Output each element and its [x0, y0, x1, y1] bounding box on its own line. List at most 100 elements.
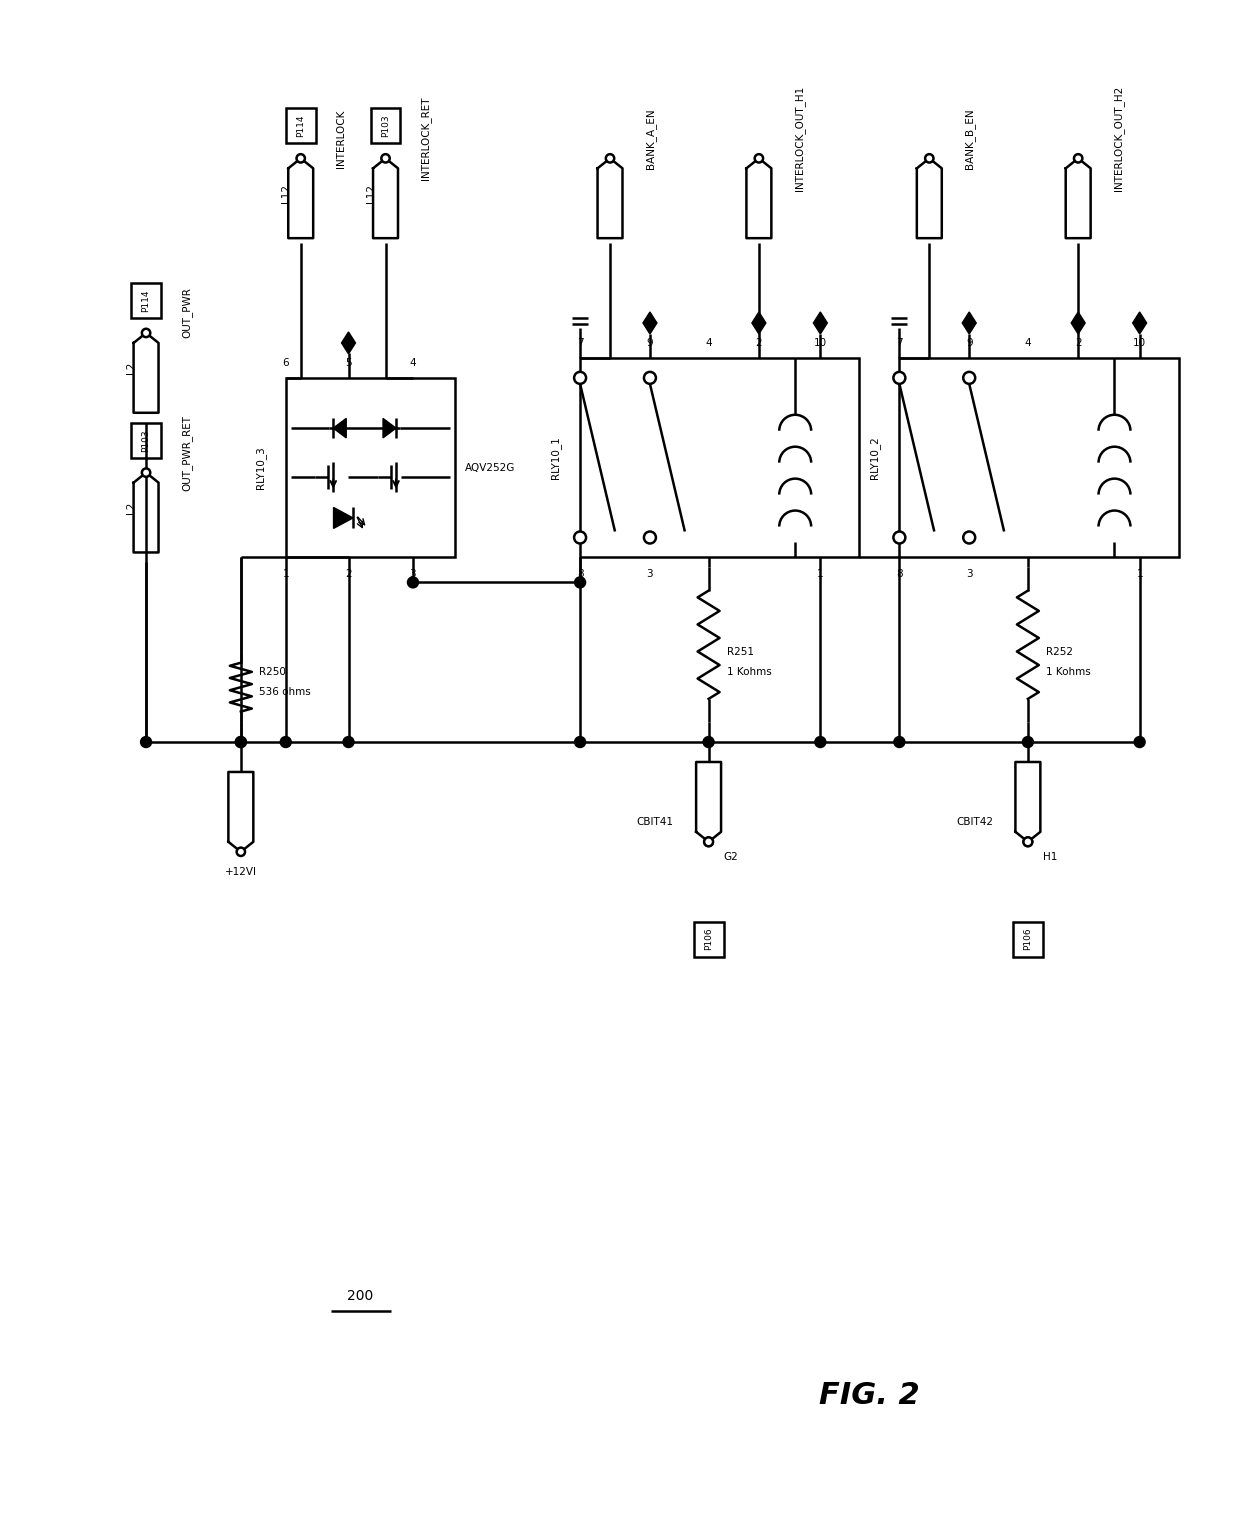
- Text: 7: 7: [577, 338, 583, 347]
- Circle shape: [280, 737, 291, 748]
- Text: 10: 10: [1133, 338, 1146, 347]
- Bar: [693, 922, 724, 957]
- Bar: [899, 358, 1179, 557]
- Text: R251: R251: [727, 648, 754, 657]
- Circle shape: [296, 155, 305, 162]
- Text: 2: 2: [755, 338, 763, 347]
- Circle shape: [1023, 737, 1033, 748]
- Polygon shape: [813, 313, 827, 334]
- Text: R250: R250: [259, 667, 285, 677]
- Text: 1 Kohms: 1 Kohms: [1045, 667, 1091, 677]
- Text: 536 ohms: 536 ohms: [259, 687, 310, 698]
- Text: CBIT41: CBIT41: [636, 816, 673, 827]
- Text: P103: P103: [381, 115, 391, 137]
- Text: H1: H1: [1043, 851, 1058, 862]
- Polygon shape: [1071, 313, 1085, 334]
- Circle shape: [574, 531, 587, 543]
- Circle shape: [644, 372, 656, 384]
- Polygon shape: [1132, 313, 1147, 334]
- Circle shape: [1024, 837, 1032, 846]
- Text: L2: L2: [126, 502, 136, 514]
- Bar: [285, 378, 455, 557]
- Text: 2: 2: [345, 569, 352, 579]
- Circle shape: [236, 737, 247, 748]
- Text: 200: 200: [347, 1289, 373, 1303]
- Circle shape: [382, 155, 389, 162]
- Text: 4: 4: [409, 358, 417, 369]
- Polygon shape: [334, 508, 353, 528]
- Text: +12VI: +12VI: [224, 866, 257, 877]
- Bar: [371, 108, 401, 144]
- Circle shape: [893, 372, 905, 384]
- Text: P106: P106: [1023, 928, 1033, 951]
- Polygon shape: [341, 332, 356, 353]
- Circle shape: [574, 737, 585, 748]
- Circle shape: [703, 737, 714, 748]
- Text: 2: 2: [1075, 338, 1081, 347]
- Text: CBIT42: CBIT42: [956, 816, 993, 827]
- Circle shape: [343, 737, 353, 748]
- Polygon shape: [334, 419, 346, 438]
- Circle shape: [606, 155, 614, 162]
- Bar: [285, 108, 316, 144]
- Circle shape: [141, 469, 150, 476]
- Text: 1: 1: [283, 569, 289, 579]
- Circle shape: [644, 531, 656, 543]
- Text: 8: 8: [897, 569, 903, 579]
- Polygon shape: [751, 313, 766, 334]
- Text: RLY10_3: RLY10_3: [255, 446, 267, 488]
- Text: 5: 5: [345, 358, 352, 369]
- Circle shape: [574, 372, 587, 384]
- Text: L12: L12: [280, 184, 290, 203]
- Text: OUT_PWR_RET: OUT_PWR_RET: [181, 414, 192, 490]
- Text: BANK_B_EN: BANK_B_EN: [965, 108, 975, 168]
- Text: 4: 4: [706, 338, 712, 347]
- Bar: [1013, 922, 1043, 957]
- Polygon shape: [962, 313, 976, 334]
- Circle shape: [963, 531, 975, 543]
- Text: P114: P114: [141, 290, 150, 313]
- Circle shape: [574, 576, 585, 589]
- Text: 9: 9: [646, 338, 653, 347]
- Text: 9: 9: [966, 338, 972, 347]
- Circle shape: [704, 837, 713, 846]
- Text: 1 Kohms: 1 Kohms: [727, 667, 771, 677]
- Circle shape: [236, 737, 247, 748]
- Text: INTERLOCK: INTERLOCK: [336, 109, 346, 167]
- Bar: [131, 423, 161, 458]
- Text: L2: L2: [126, 361, 136, 375]
- Bar: [580, 358, 859, 557]
- Text: RLY10_1: RLY10_1: [549, 437, 560, 479]
- Circle shape: [963, 372, 975, 384]
- Text: INTERLOCK_OUT_H1: INTERLOCK_OUT_H1: [794, 86, 805, 191]
- Text: G2: G2: [724, 851, 738, 862]
- Polygon shape: [644, 313, 657, 334]
- Text: RLY10_2: RLY10_2: [869, 437, 880, 479]
- Text: OUT_PWR: OUT_PWR: [181, 288, 192, 338]
- Circle shape: [140, 737, 151, 748]
- Text: INTERLOCK_RET: INTERLOCK_RET: [420, 97, 432, 181]
- Text: INTERLOCK_OUT_H2: INTERLOCK_OUT_H2: [1114, 86, 1123, 191]
- Circle shape: [704, 837, 713, 846]
- Text: P106: P106: [704, 928, 713, 951]
- Text: 3: 3: [966, 569, 972, 579]
- Circle shape: [141, 329, 150, 337]
- Text: 3: 3: [646, 569, 653, 579]
- Text: BANK_A_EN: BANK_A_EN: [645, 108, 656, 168]
- Circle shape: [237, 848, 246, 856]
- Text: 3: 3: [409, 569, 417, 579]
- Text: AQV252G: AQV252G: [465, 463, 516, 473]
- Bar: [131, 284, 161, 319]
- Circle shape: [755, 155, 763, 162]
- Text: L12: L12: [366, 184, 376, 203]
- Circle shape: [1135, 737, 1145, 748]
- Text: P114: P114: [296, 115, 305, 137]
- Text: R252: R252: [1045, 648, 1073, 657]
- Text: 8: 8: [577, 569, 583, 579]
- Circle shape: [815, 737, 826, 748]
- Circle shape: [1023, 837, 1033, 846]
- Text: 1: 1: [1136, 569, 1143, 579]
- Text: 1: 1: [817, 569, 823, 579]
- Text: 7: 7: [897, 338, 903, 347]
- Circle shape: [925, 155, 934, 162]
